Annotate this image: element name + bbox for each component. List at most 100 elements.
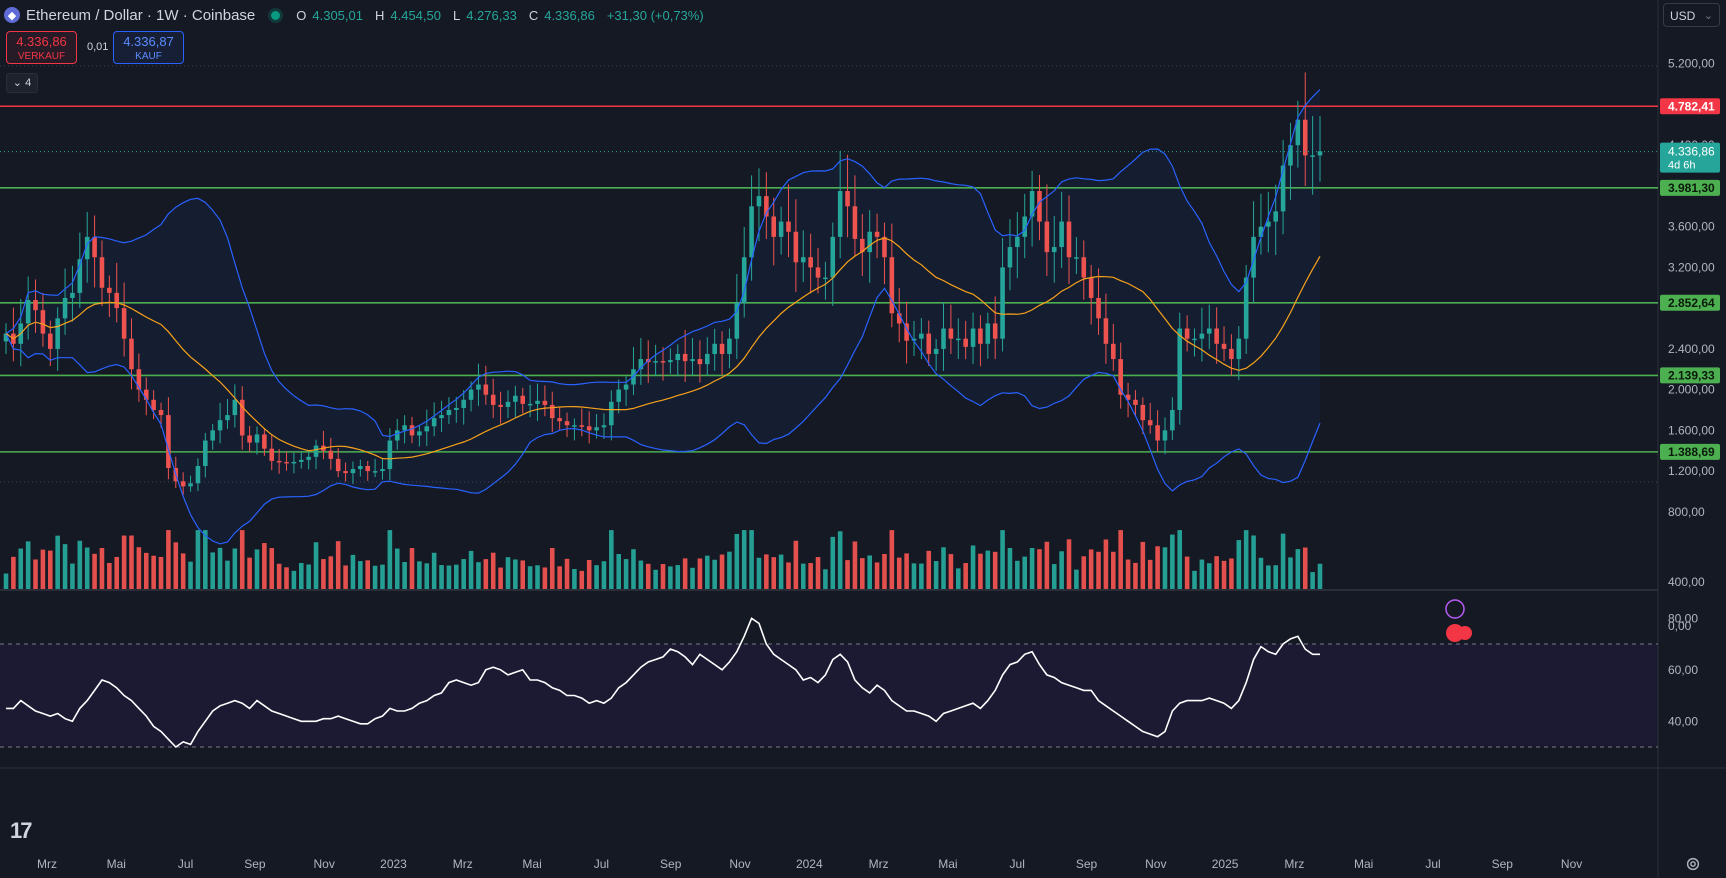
volume-bar xyxy=(1162,547,1168,589)
volume-bar xyxy=(948,554,954,589)
indicators-toggle[interactable]: ⌄ 4 xyxy=(6,73,38,93)
price-tick: 5.200,00 xyxy=(1668,57,1715,71)
candle-body xyxy=(195,466,201,484)
volume-bar xyxy=(985,550,991,589)
high-value: 4.454,50 xyxy=(390,7,441,23)
volume-bar xyxy=(461,559,466,589)
time-tick: Nov xyxy=(1145,857,1166,871)
volume-bar xyxy=(321,559,326,589)
spread-value: 0,01 xyxy=(87,41,109,53)
chevron-down-icon: ⌄ xyxy=(1703,10,1713,22)
volume-bar xyxy=(527,566,533,589)
volume-bar xyxy=(579,570,585,589)
volume-bar xyxy=(1310,572,1315,589)
volume-bar xyxy=(1229,558,1234,589)
candle-body xyxy=(978,328,983,344)
volume-bar xyxy=(1273,565,1278,589)
volume-bar xyxy=(84,547,90,589)
volume-bar xyxy=(25,541,31,589)
currency-select[interactable]: USD ⌄ xyxy=(1663,3,1720,27)
us-flag-icon xyxy=(1446,624,1464,642)
candle-body xyxy=(800,257,806,263)
level-label-bg xyxy=(1660,443,1720,460)
candle-body xyxy=(417,431,422,436)
time-tick: Sep xyxy=(1492,857,1514,871)
candle-body xyxy=(1302,119,1308,156)
volume-bar xyxy=(232,548,238,589)
candle-body xyxy=(845,191,850,207)
volume-bar xyxy=(586,560,592,589)
volume-bar xyxy=(756,557,762,589)
volume-bar xyxy=(778,554,784,589)
buy-button[interactable]: 4.336,87 KAUF xyxy=(113,31,184,64)
lightning-icon xyxy=(1445,599,1465,619)
volume-bar xyxy=(180,553,186,589)
candle-body xyxy=(70,292,75,298)
candle-body xyxy=(749,206,754,258)
volume-bar xyxy=(719,554,725,589)
volume-bar xyxy=(978,553,983,589)
time-tick: Nov xyxy=(314,857,335,871)
candle-body xyxy=(1273,211,1278,222)
candle-body xyxy=(520,395,526,404)
volume-bar xyxy=(1000,530,1005,589)
candle-body xyxy=(1059,221,1064,248)
symbol-title[interactable]: Ethereum / Dollar · 1W · Coinbase xyxy=(26,6,256,24)
candle-body xyxy=(727,338,732,354)
candle-body xyxy=(867,231,872,253)
sell-button[interactable]: 4.336,86 VERKAUF xyxy=(6,31,77,64)
level-label: 2.852,64 xyxy=(1668,296,1715,310)
volume-bar xyxy=(158,556,164,589)
volume-bar xyxy=(18,548,24,589)
volume-bar xyxy=(380,564,385,589)
candle-body xyxy=(1243,277,1249,339)
candle-body xyxy=(276,460,282,463)
candle-body xyxy=(557,418,562,422)
candle-body xyxy=(896,313,902,324)
volume-bar xyxy=(1015,560,1020,589)
tradingview-logo[interactable]: 17 xyxy=(10,818,33,843)
rsi-tick: 60,00 xyxy=(1668,663,1698,677)
candle-body xyxy=(476,384,481,390)
candle-body xyxy=(1170,409,1175,431)
candle-body xyxy=(210,430,215,441)
volume-bar xyxy=(970,545,976,589)
candle-body xyxy=(992,323,998,339)
candle-body xyxy=(129,338,134,370)
candle-body xyxy=(1037,191,1042,222)
candle-body xyxy=(675,353,681,361)
candle-body xyxy=(33,300,38,311)
candle-body xyxy=(764,196,769,217)
volume-bar xyxy=(107,562,112,589)
price-tick: 2.000,00 xyxy=(1668,383,1715,397)
volume-bar xyxy=(609,530,614,589)
level-label: 3.981,30 xyxy=(1668,181,1715,195)
volume-bar xyxy=(1140,541,1146,589)
volume-bar xyxy=(454,564,459,589)
volume-bar xyxy=(254,549,260,589)
time-tick: Mai xyxy=(522,857,541,871)
price-tick: 400,00 xyxy=(1668,575,1705,589)
high-label: H xyxy=(374,7,385,23)
time-tick: Mrz xyxy=(869,857,889,871)
volume-bar xyxy=(129,535,134,589)
volume-bar xyxy=(764,554,769,589)
candle-body xyxy=(424,426,430,432)
volume-bar xyxy=(188,561,193,589)
gear-icon[interactable] xyxy=(1684,855,1702,873)
volume-bar xyxy=(313,542,319,589)
candle-body xyxy=(247,435,252,443)
time-tick: 2023 xyxy=(380,857,407,871)
candle-body xyxy=(84,236,90,260)
candle-body xyxy=(823,277,828,280)
candle-body xyxy=(682,353,688,362)
candle-body xyxy=(431,418,437,427)
volume-bar xyxy=(1103,539,1109,589)
volume-bar xyxy=(926,550,932,589)
candle-body xyxy=(579,425,585,427)
volume-bar xyxy=(535,565,540,589)
time-tick: Jul xyxy=(1010,857,1025,871)
volume-bar xyxy=(55,535,60,589)
bollinger-lower xyxy=(5,287,1321,545)
